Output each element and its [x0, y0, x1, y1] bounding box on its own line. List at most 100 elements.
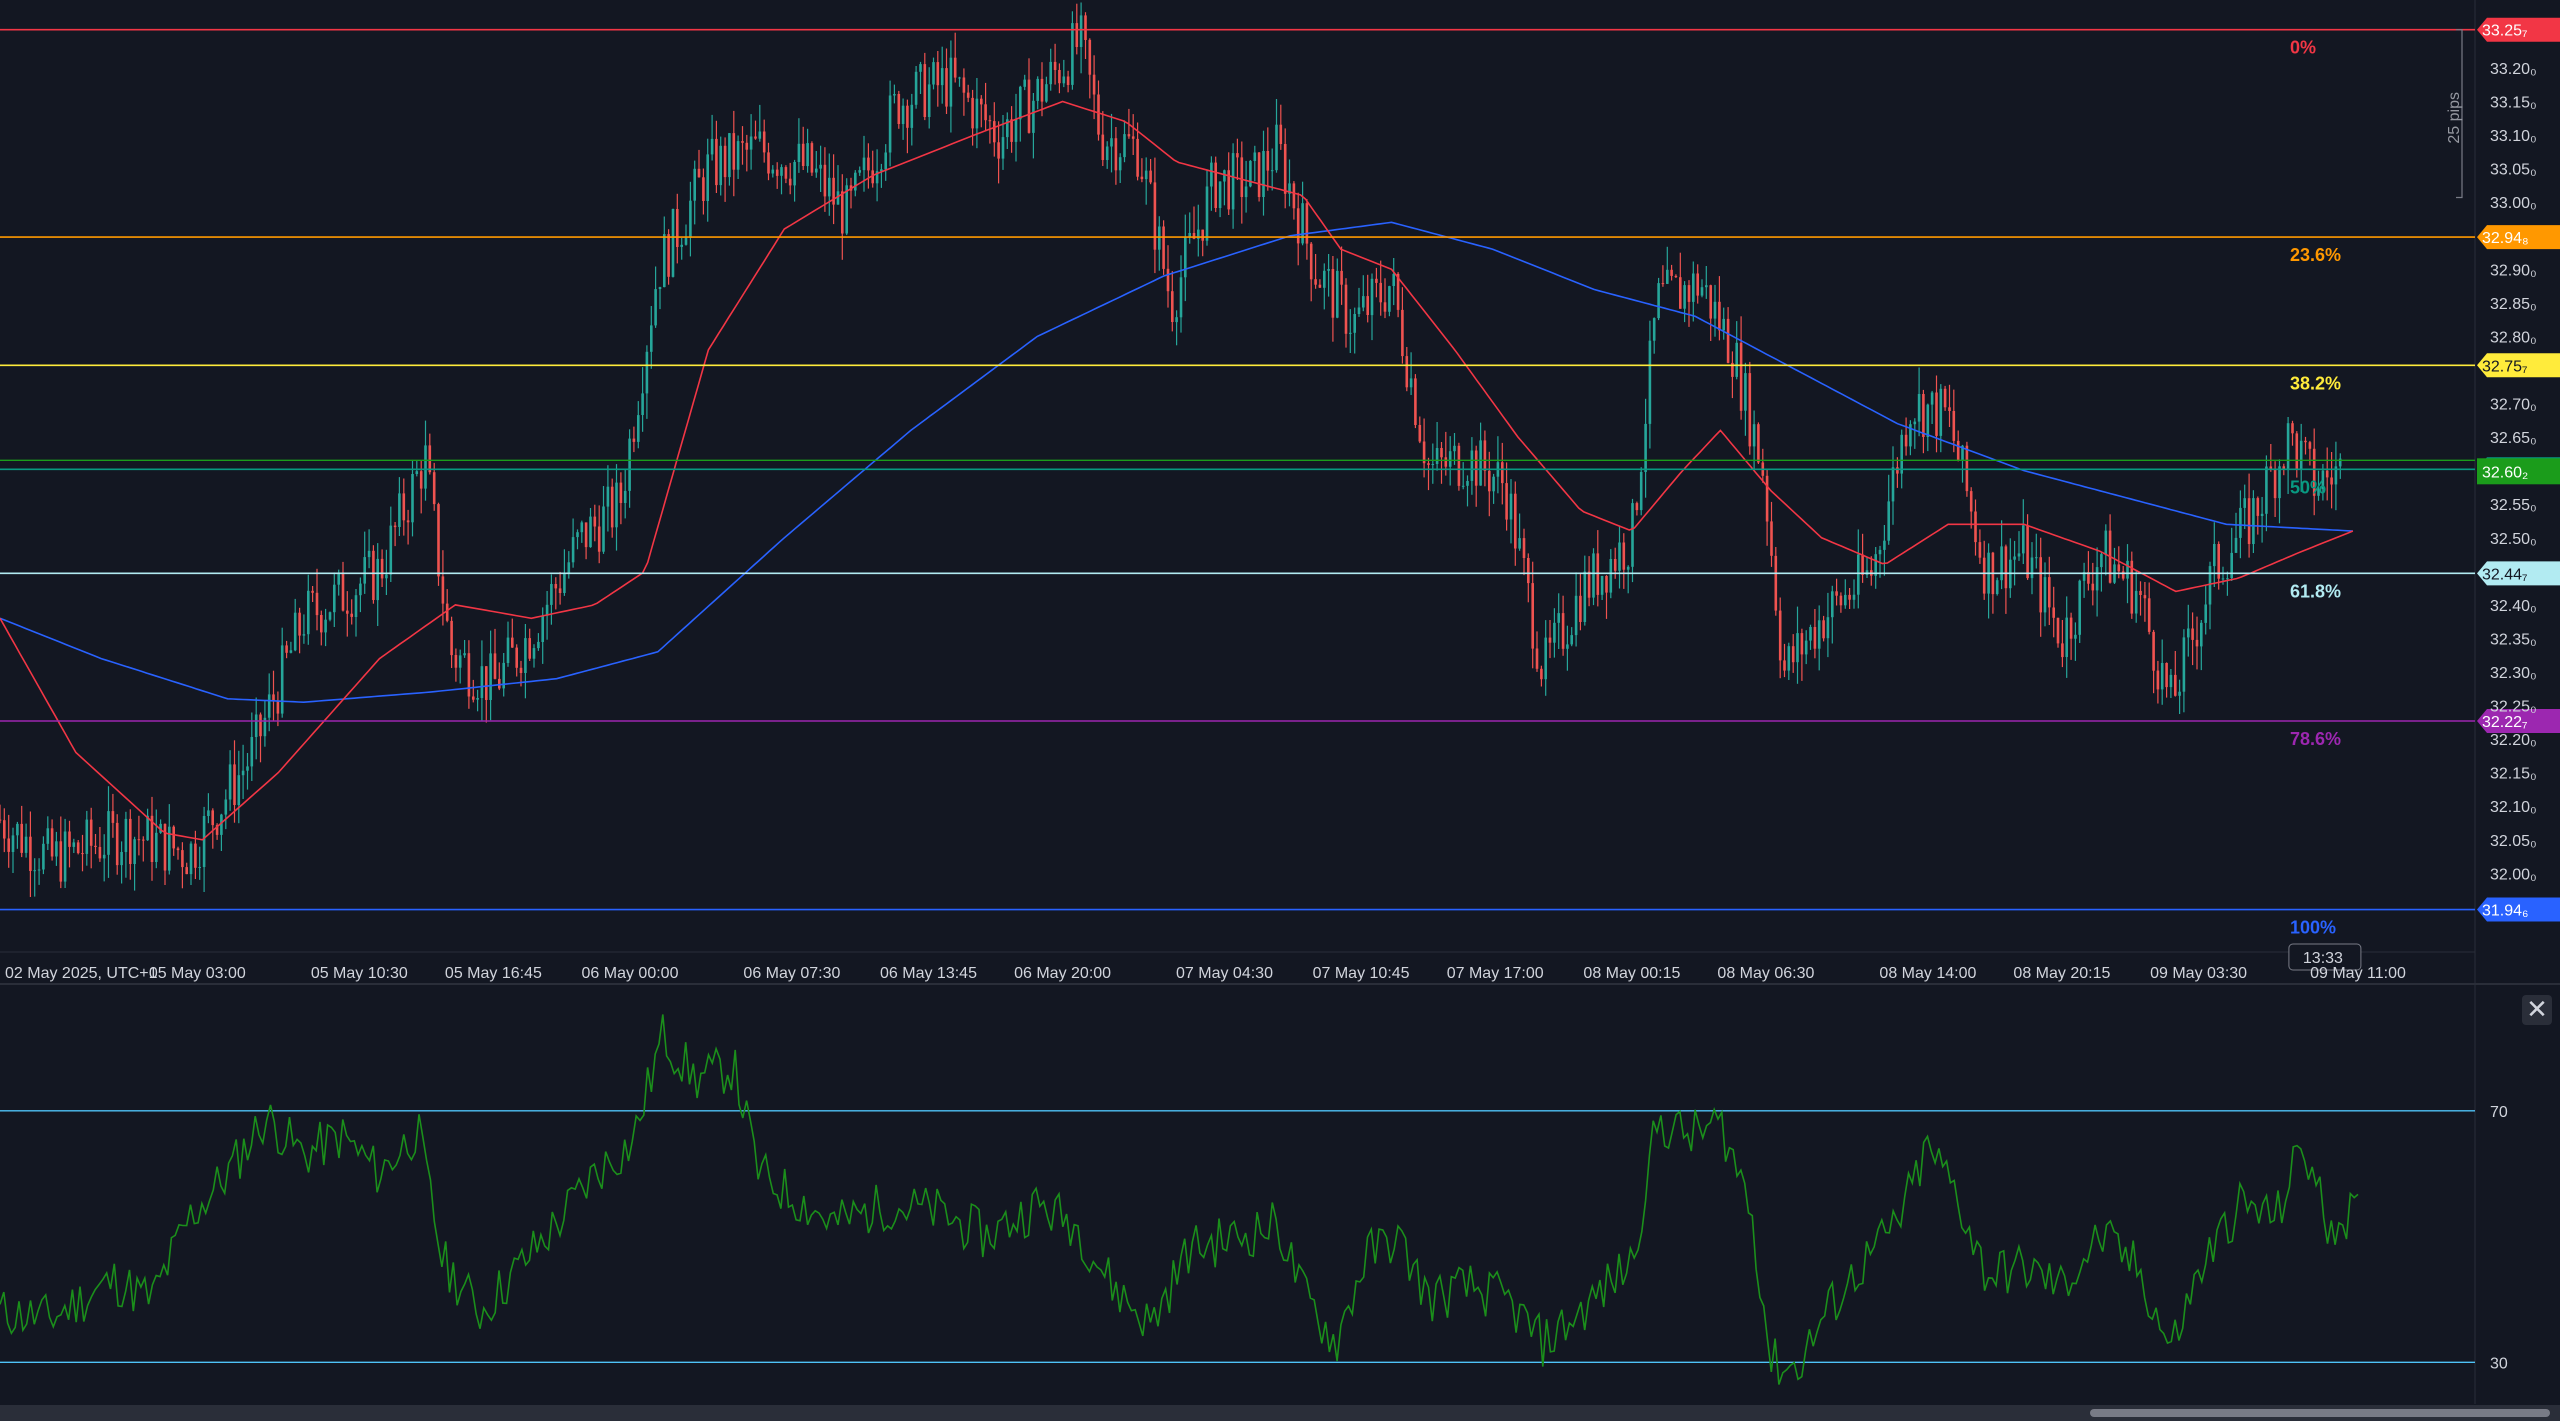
current-price-badge[interactable] — [2477, 458, 2560, 485]
candle-body[interactable] — [2078, 580, 2081, 635]
candle-body[interactable] — [1922, 394, 1925, 437]
candle-body[interactable] — [528, 638, 531, 659]
candle-body[interactable] — [1140, 176, 1144, 180]
candle-body[interactable] — [1613, 559, 1617, 571]
candle-body[interactable] — [2134, 590, 2138, 614]
candle-body[interactable] — [1709, 285, 1712, 319]
candle-body[interactable] — [2104, 530, 2108, 555]
candle-body[interactable] — [910, 104, 914, 128]
candle-body[interactable] — [1045, 84, 1048, 102]
candle-body[interactable] — [875, 171, 879, 184]
candle-body[interactable] — [880, 169, 883, 172]
candle-body[interactable] — [1353, 314, 1356, 333]
candle-body[interactable] — [2147, 598, 2151, 632]
candle-body[interactable] — [1006, 119, 1009, 138]
candle-body[interactable] — [224, 799, 228, 815]
fib-price-badge[interactable] — [2477, 561, 2560, 586]
candle-body[interactable] — [320, 615, 323, 633]
candle-body[interactable] — [1162, 226, 1165, 269]
candle-body[interactable] — [168, 826, 171, 871]
candle-body[interactable] — [2204, 604, 2207, 623]
candle-body[interactable] — [1105, 146, 1109, 161]
candle-body[interactable] — [2243, 498, 2246, 508]
candle-body[interactable] — [1470, 450, 1474, 481]
candle-body[interactable] — [120, 852, 123, 866]
candle-body[interactable] — [1058, 70, 1061, 84]
candle-body[interactable] — [441, 576, 445, 604]
candle-body[interactable] — [189, 843, 193, 875]
candle-body[interactable] — [793, 162, 796, 186]
candle-body[interactable] — [2338, 458, 2342, 467]
candle-body[interactable] — [940, 68, 944, 86]
candle-body[interactable] — [901, 105, 905, 124]
candle-body[interactable] — [2226, 578, 2229, 580]
candle-body[interactable] — [1800, 633, 1804, 655]
candle-body[interactable] — [1062, 76, 1066, 84]
candle-body[interactable] — [1652, 318, 1656, 341]
candle-body[interactable] — [1583, 571, 1587, 622]
candle-body[interactable] — [754, 136, 757, 139]
candle-body[interactable] — [1409, 378, 1413, 388]
candle-body[interactable] — [150, 815, 154, 862]
candle-body[interactable] — [1848, 594, 1851, 600]
candle-body[interactable] — [1674, 275, 1678, 278]
candle-body[interactable] — [454, 655, 458, 668]
candle-body[interactable] — [24, 836, 28, 853]
candle-body[interactable] — [741, 141, 744, 143]
candle-body[interactable] — [1531, 583, 1534, 649]
candle-body[interactable] — [658, 287, 662, 289]
candle-body[interactable] — [1757, 424, 1760, 463]
candle-body[interactable] — [1296, 208, 1300, 244]
candle-body[interactable] — [1340, 270, 1343, 285]
candle-body[interactable] — [706, 154, 709, 201]
candle-body[interactable] — [458, 655, 462, 668]
candle-body[interactable] — [1852, 594, 1856, 600]
candle-body[interactable] — [1010, 119, 1013, 142]
candle-body[interactable] — [584, 522, 588, 548]
candle-body[interactable] — [867, 157, 870, 171]
candle-body[interactable] — [2304, 440, 2307, 443]
candle-body[interactable] — [1244, 186, 1248, 198]
candle-body[interactable] — [914, 71, 918, 105]
candle-body[interactable] — [89, 819, 93, 846]
candle-body[interactable] — [1440, 448, 1443, 458]
candle-body[interactable] — [1579, 595, 1582, 622]
candle-body[interactable] — [1192, 233, 1196, 239]
candle-body[interactable] — [2004, 546, 2008, 589]
candle-body[interactable] — [1909, 424, 1912, 447]
candle-body[interactable] — [1253, 152, 1257, 162]
candle-body[interactable] — [519, 667, 523, 673]
candle-body[interactable] — [1540, 668, 1543, 680]
candle-body[interactable] — [2195, 639, 2199, 647]
candle-body[interactable] — [1149, 170, 1152, 183]
candle-body[interactable] — [1327, 269, 1330, 271]
candle-body[interactable] — [445, 603, 449, 621]
candle-body[interactable] — [788, 178, 792, 186]
candle-body[interactable] — [1713, 301, 1717, 319]
candle-body[interactable] — [623, 490, 627, 503]
candle-body[interactable] — [1474, 450, 1478, 486]
candle-body[interactable] — [246, 766, 249, 771]
candle-body[interactable] — [1622, 542, 1626, 570]
candle-body[interactable] — [1114, 138, 1118, 171]
candle-body[interactable] — [1197, 229, 1200, 239]
candle-body[interactable] — [2200, 622, 2203, 647]
candle-body[interactable] — [1314, 279, 1317, 285]
candle-body[interactable] — [732, 133, 736, 170]
candle-body[interactable] — [1405, 356, 1409, 388]
candle-body[interactable] — [1249, 160, 1252, 187]
candle-body[interactable] — [1110, 138, 1113, 147]
candle-body[interactable] — [1739, 342, 1743, 411]
candle-body[interactable] — [615, 482, 618, 528]
candle-body[interactable] — [1262, 151, 1265, 197]
candle-body[interactable] — [1566, 644, 1569, 649]
candle-body[interactable] — [888, 95, 892, 153]
candle-body[interactable] — [1301, 203, 1304, 244]
candle-body[interactable] — [541, 615, 544, 642]
candle-body[interactable] — [801, 143, 805, 166]
candle-body[interactable] — [671, 209, 675, 277]
candle-body[interactable] — [1683, 285, 1686, 309]
candle-body[interactable] — [55, 841, 58, 857]
candle-body[interactable] — [2026, 525, 2029, 579]
candle-body[interactable] — [645, 351, 649, 394]
